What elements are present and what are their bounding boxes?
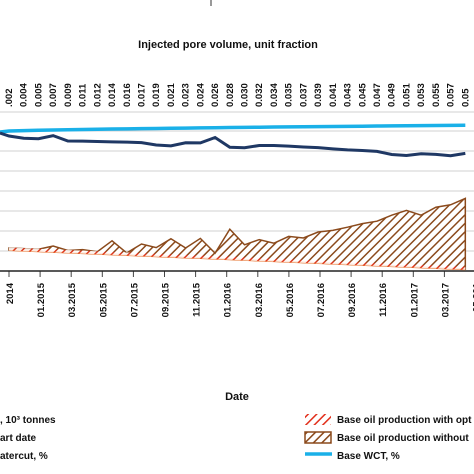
base-wct-line	[0, 123, 466, 134]
bottom-tick-label: 01.2015	[36, 282, 47, 317]
top-tick-label: 0.012	[92, 83, 103, 107]
bottom-tick-label: 07.2015	[129, 282, 140, 317]
bottom-tick-label: 09.2015	[161, 282, 172, 317]
top-tick-label: 0.053	[416, 83, 427, 107]
legend-label-start-date: art date	[0, 433, 37, 444]
legend-entry-start-date: art date	[0, 433, 37, 444]
top-tick-label: 0.037	[298, 83, 309, 107]
legend-label-watercut: atercut, %	[0, 451, 48, 462]
top-tick-label: 0.045	[357, 83, 368, 107]
legend-label-oil-without-optimization: Base oil production without	[337, 433, 469, 444]
legend-entry-watercut: atercut, %	[0, 451, 48, 462]
top-tick-label: 0.023	[181, 83, 192, 107]
bottom-tick-label: 05.201	[472, 282, 474, 312]
legend: , 10³ tonnes Base oil production with op…	[0, 414, 472, 462]
top-tick-label: 0.016	[122, 83, 133, 107]
top-axis-ticks: .002 0.004 0.005 0.007 0.009 0.011 0.012 0.014 0…	[4, 83, 471, 107]
top-tick-label: 0.026	[210, 83, 221, 107]
bottom-tick-label: 03.2016	[254, 283, 265, 317]
top-tick-label: 0.035	[284, 83, 295, 107]
top-tick-label: 0.011	[78, 83, 89, 107]
top-tick-label: 0.051	[401, 83, 412, 107]
top-tick-label: 0.021	[166, 83, 177, 107]
bottom-tick-label: 01.2017	[409, 283, 420, 317]
plot-area	[0, 123, 467, 271]
top-tick-label: 0.049	[387, 83, 398, 107]
top-tick-label: 0.014	[107, 83, 118, 107]
x-axis-title: Date	[225, 391, 249, 403]
bottom-tick-label: 03.2017	[440, 283, 451, 317]
top-tick-label: 0.041	[328, 83, 339, 107]
legend-label-oil-with-optimization: Base oil production with opt	[337, 415, 472, 426]
legend-entry-oil-without-optimization: Base oil production without	[304, 431, 469, 444]
legend-label-production: , 10³ tonnes	[0, 415, 56, 426]
top-tick-label: 0.034	[269, 83, 280, 107]
bottom-tick-label: 11.2016	[378, 283, 389, 317]
top-tick-label: 0.028	[225, 83, 236, 107]
top-tick-label: 0.024	[195, 83, 206, 107]
bottom-tick-label: 09.2016	[347, 283, 358, 317]
top-tick-label: 0.043	[343, 83, 354, 107]
legend-entry-base-wct: Base WCT, %	[305, 451, 400, 462]
bottom-tick-label: 07.2016	[316, 283, 327, 317]
bottom-axis-ticks: 2014 01.2015 03.2015 05.2015 07.2015 09.2015 1…	[5, 282, 474, 317]
top-tick-label: 0.047	[372, 83, 383, 107]
top-axis-title: Injected pore volume, unit fraction	[138, 39, 318, 51]
top-tick-label: 0.004	[19, 83, 30, 107]
top-tick-label: 0.005	[33, 83, 44, 107]
legend-entry-production: , 10³ tonnes	[0, 415, 56, 426]
top-tick-label: 0.009	[63, 83, 74, 107]
top-tick-label: 0.05	[460, 88, 471, 107]
bottom-tick-label: 05.2015	[98, 282, 109, 317]
top-tick-label: 0.039	[313, 83, 324, 107]
watercut-line	[0, 131, 466, 158]
bottom-tick-label: 11.2015	[192, 282, 203, 317]
top-tick-label: 0.019	[151, 83, 162, 107]
top-tick-label: 0.057	[446, 83, 457, 107]
top-tick-label: 0.007	[48, 83, 59, 107]
legend-swatch-brown-hatch	[304, 431, 332, 444]
top-tick-label: 0.030	[240, 83, 251, 107]
bottom-tick-label: 01.2016	[223, 283, 234, 317]
bottom-tick-label: 05.2016	[285, 283, 296, 317]
oil-with-optimization-area	[9, 247, 466, 270]
legend-entry-oil-with-optimization: Base oil production with opt	[305, 414, 472, 426]
legend-label-base-wct: Base WCT, %	[337, 451, 400, 462]
legend-swatch-red-hatch	[305, 414, 331, 425]
bottom-tick-label: 03.2015	[67, 282, 78, 317]
top-tick-label: .002	[4, 89, 15, 108]
top-tick-label: 0.017	[136, 83, 147, 107]
top-tick-label: 0.032	[254, 83, 265, 107]
bottom-tick-label: 2014	[5, 282, 16, 304]
top-tick-label: 0.055	[431, 83, 442, 107]
